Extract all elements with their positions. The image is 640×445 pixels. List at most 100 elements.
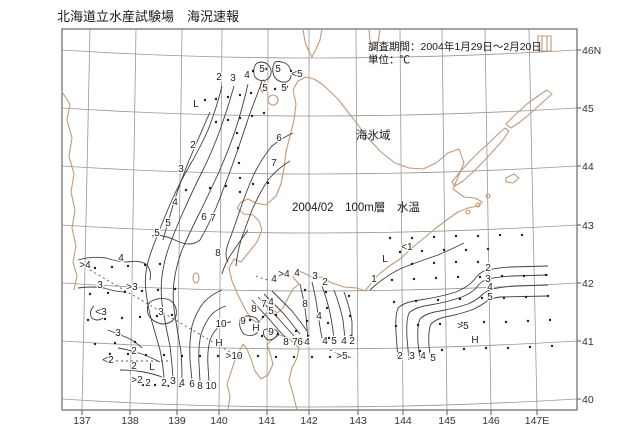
station-dot <box>103 317 107 321</box>
station-dot <box>251 182 255 186</box>
contour-label: 7 <box>261 299 267 310</box>
lat-label: 42 <box>582 278 594 290</box>
station-dot <box>162 353 166 357</box>
station-dot <box>170 313 174 317</box>
station-dot <box>285 85 289 89</box>
station-dot <box>138 315 142 319</box>
station-dots <box>86 66 554 388</box>
station-dot <box>141 383 145 387</box>
station-dot <box>250 114 254 118</box>
contour-label: 2 <box>131 346 137 357</box>
contour-label: 4 <box>304 337 310 348</box>
station-dot <box>328 355 332 359</box>
lon-label: 147E <box>525 415 550 427</box>
station-dot <box>420 249 424 253</box>
lat-label: 46N <box>582 45 601 57</box>
station-dot <box>440 348 444 352</box>
contour-label: 4 <box>271 274 277 285</box>
station-dot <box>520 233 524 237</box>
station-dot <box>276 332 280 336</box>
station-dot <box>324 290 328 294</box>
contour-label: 7 <box>210 213 216 224</box>
station-dot <box>226 118 230 122</box>
station-dot <box>251 69 255 73</box>
station-dot <box>390 278 394 282</box>
station-dot <box>414 299 418 303</box>
station-dot <box>277 66 281 70</box>
station-dot <box>273 87 277 91</box>
station-dot <box>392 300 396 304</box>
station-dot <box>436 298 440 302</box>
contour-label: 3 <box>97 280 103 291</box>
station-dot <box>418 349 422 353</box>
station-dot <box>478 275 482 279</box>
station-dot <box>158 262 162 266</box>
contour-label: 3 <box>230 73 236 84</box>
contour-label: 3 <box>170 376 176 387</box>
contour-label: >4 <box>278 269 290 280</box>
station-dot <box>155 314 159 318</box>
okushiri-island <box>192 272 200 284</box>
contour-label: 4 <box>341 336 347 347</box>
contour-label: 8 <box>283 337 289 348</box>
contour-label: >3 <box>126 282 138 293</box>
station-dot <box>522 274 526 278</box>
contour-label: 2 <box>190 140 196 151</box>
station-dot <box>238 354 242 358</box>
station-dot <box>526 319 530 323</box>
station-dot <box>126 352 130 356</box>
station-dot <box>249 91 253 95</box>
contour-label: >2 <box>131 375 143 386</box>
station-dot <box>120 316 124 320</box>
station-dot <box>292 355 296 359</box>
contour-label: 2 <box>485 263 491 274</box>
station-dot <box>347 294 351 298</box>
contour-label: 4 <box>322 336 328 347</box>
contour-label: 2 <box>145 378 151 389</box>
contour-label: 8 <box>197 381 203 392</box>
contour-label: 2 <box>216 72 222 83</box>
station-dot <box>198 354 202 358</box>
contour-label: 8 <box>215 248 221 259</box>
station-dot <box>153 383 157 387</box>
station-dot <box>394 324 398 328</box>
contour-label: 1 <box>371 274 377 285</box>
etorofu-island <box>505 89 553 129</box>
lat-label: 44 <box>582 161 594 173</box>
station-dot <box>304 304 308 308</box>
lon-label: 145 <box>438 415 456 427</box>
coastlines <box>61 28 553 411</box>
contour-label: H <box>215 338 222 349</box>
station-dot <box>506 346 510 350</box>
station-dot <box>388 236 392 240</box>
station-dot <box>544 273 548 277</box>
station-dot <box>144 353 148 357</box>
contour-label: 7 <box>271 158 277 169</box>
station-dot <box>260 334 264 338</box>
station-dot <box>143 263 147 267</box>
lat-label: 45 <box>582 103 594 115</box>
contour-label: <2 <box>102 355 114 366</box>
station-dot <box>173 287 177 291</box>
lon-label: 144 <box>394 415 412 427</box>
station-dot <box>166 384 170 388</box>
contour-label: 4 <box>487 282 493 293</box>
contour-label: 5 <box>154 228 160 239</box>
lat-label: 43 <box>582 220 594 232</box>
contour-label: 2 <box>349 336 355 347</box>
station-dot <box>203 98 207 102</box>
station-dot <box>178 384 182 388</box>
station-dot <box>432 261 436 265</box>
station-dot <box>264 67 268 71</box>
station-dot <box>546 294 550 298</box>
habomai-islet <box>465 209 471 215</box>
station-dot <box>326 321 330 325</box>
station-dot <box>476 234 480 238</box>
station-dot <box>416 323 420 327</box>
station-dot <box>180 354 184 358</box>
station-dot <box>524 295 528 299</box>
contour-label: <3 <box>95 307 107 318</box>
lon-label: 138 <box>121 415 139 427</box>
station-dot <box>108 352 112 356</box>
station-dot <box>498 233 502 237</box>
